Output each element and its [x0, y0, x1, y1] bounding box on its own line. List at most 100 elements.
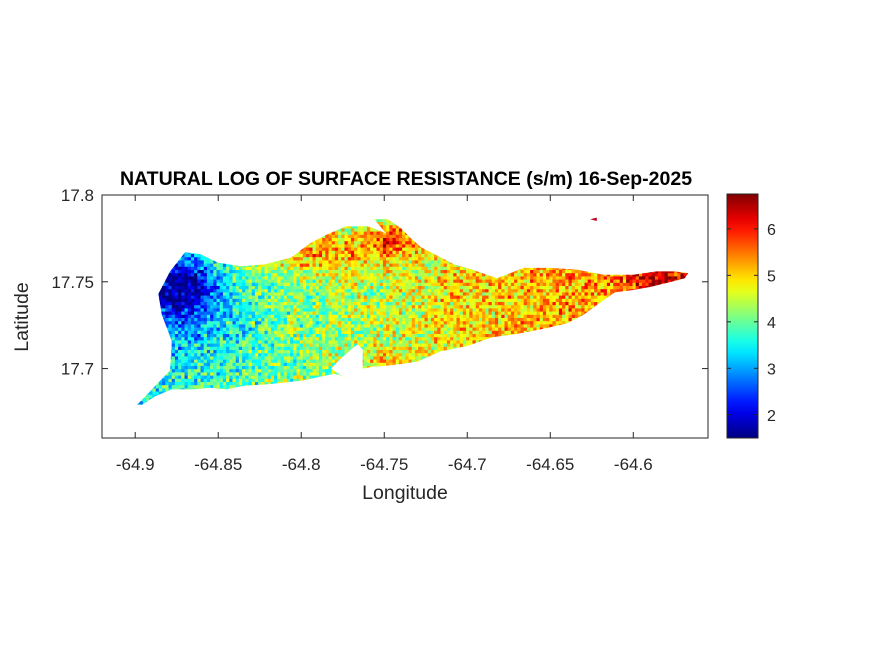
heat-cell — [437, 292, 441, 296]
heat-cell — [386, 270, 390, 274]
heat-cell — [677, 276, 681, 280]
heat-cell — [219, 279, 224, 284]
heat-cell — [389, 270, 393, 274]
heat-cell — [382, 241, 387, 245]
heat-cell — [389, 276, 393, 280]
heat-cell — [562, 276, 566, 280]
heat-cell — [574, 279, 579, 284]
heat-cell — [373, 279, 377, 284]
heat-cell — [254, 292, 259, 296]
heat-cell — [190, 295, 195, 300]
heat-cell — [194, 273, 198, 277]
heat-cell — [325, 247, 329, 252]
heat-cell — [315, 289, 320, 293]
heat-cell — [581, 273, 585, 277]
heat-cell — [325, 276, 329, 280]
heat-cell — [344, 238, 349, 242]
heat-cell — [482, 282, 486, 287]
heat-cell — [302, 282, 307, 287]
heat-cell — [338, 231, 342, 236]
heat-cell — [373, 292, 377, 296]
heat-cell — [395, 295, 400, 300]
heat-cell — [536, 279, 541, 284]
heat-cell — [552, 270, 557, 274]
heat-cell — [229, 292, 233, 296]
heat-cell — [363, 234, 368, 239]
heat-cell — [398, 231, 403, 236]
heat-cell — [235, 273, 240, 277]
heat-cell — [558, 276, 563, 280]
heat-cell — [178, 292, 182, 296]
heat-cell — [334, 234, 339, 239]
heat-cell — [664, 273, 669, 277]
heat-cell — [360, 260, 365, 264]
heat-cell — [411, 254, 416, 258]
heat-cell — [168, 292, 173, 296]
heat-cell — [494, 286, 499, 290]
heat-cell — [558, 295, 563, 300]
heat-cell — [568, 282, 573, 287]
heat-cell — [363, 276, 368, 280]
heat-cell — [203, 263, 208, 268]
heat-cell — [376, 241, 381, 245]
heat-cell — [574, 295, 579, 300]
heat-cell — [357, 276, 361, 280]
heat-cell — [344, 234, 349, 239]
heat-cell — [632, 282, 637, 287]
heat-cell — [629, 273, 633, 277]
heat-cell — [488, 282, 493, 287]
heat-cell — [344, 295, 349, 300]
heat-cell — [494, 298, 499, 303]
heat-cell — [501, 295, 505, 300]
heat-cell — [411, 282, 416, 287]
heat-cell — [178, 276, 182, 280]
heat-cell — [302, 247, 307, 252]
heat-cell — [414, 270, 419, 274]
heat-cell — [293, 298, 297, 303]
heat-cell — [501, 276, 505, 280]
heat-cell — [386, 234, 390, 239]
heat-cell — [213, 270, 217, 274]
heat-cell — [542, 292, 547, 296]
heat-cell — [194, 292, 198, 296]
heat-cell — [302, 273, 307, 277]
heat-cell — [434, 282, 438, 287]
heat-cell — [283, 289, 288, 293]
heat-cell — [520, 273, 525, 277]
heat-cell — [341, 257, 345, 261]
heat-cell — [600, 279, 605, 284]
heat-cell — [338, 295, 342, 300]
heat-cell — [187, 254, 192, 258]
heat-cell — [411, 241, 416, 245]
heat-cell — [213, 273, 217, 277]
heat-cell — [261, 292, 265, 296]
heat-cell — [280, 298, 285, 303]
heat-cell — [248, 286, 253, 290]
heat-cell — [661, 279, 665, 284]
heat-cell — [274, 289, 278, 293]
heat-cell — [280, 282, 285, 287]
heat-cell — [347, 228, 352, 232]
heat-cell — [526, 279, 531, 284]
heat-cell — [315, 276, 320, 280]
heat-cell — [392, 241, 397, 245]
heat-cell — [331, 289, 336, 293]
heat-cell — [238, 292, 243, 296]
heat-cell — [181, 273, 185, 277]
heat-cell — [536, 286, 541, 290]
heat-cell — [376, 222, 381, 226]
heat-cell — [437, 295, 441, 300]
heat-cell — [338, 263, 342, 268]
heat-cell — [251, 263, 256, 268]
heat-cell — [389, 263, 393, 268]
heat-cell — [254, 282, 259, 287]
heat-cell — [414, 286, 419, 290]
heat-cell — [427, 270, 432, 274]
heat-cell — [507, 282, 512, 287]
heat-cell — [398, 257, 403, 261]
heat-cell — [318, 241, 323, 245]
chart-title: NATURAL LOG OF SURFACE RESISTANCE (s/m) … — [120, 168, 692, 190]
heat-cell — [373, 234, 377, 239]
heat-cell — [517, 289, 521, 293]
heat-cell — [165, 292, 169, 296]
